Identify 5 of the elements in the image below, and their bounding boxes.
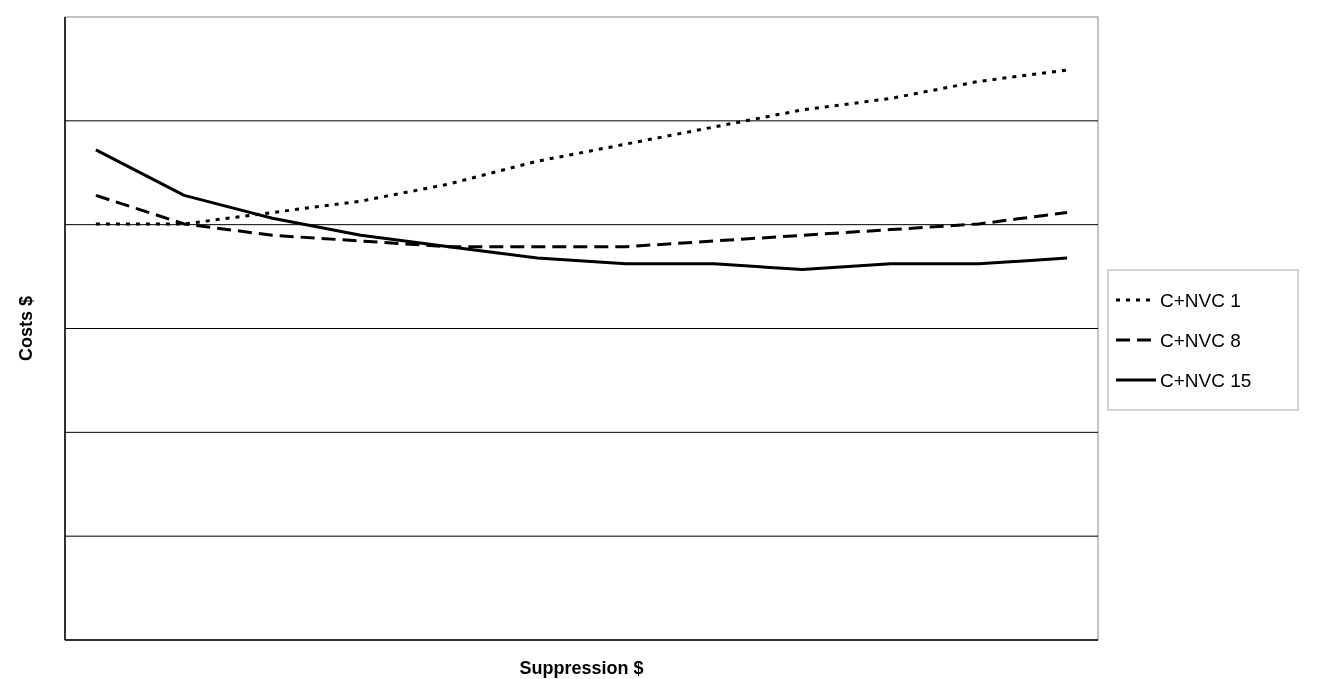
legend-label: C+NVC 1	[1160, 290, 1241, 311]
x-axis-title: Suppression $	[519, 658, 644, 678]
legend-label: C+NVC 8	[1160, 330, 1241, 351]
legend-label: C+NVC 15	[1160, 370, 1252, 391]
y-axis-title: Costs $	[16, 295, 36, 362]
